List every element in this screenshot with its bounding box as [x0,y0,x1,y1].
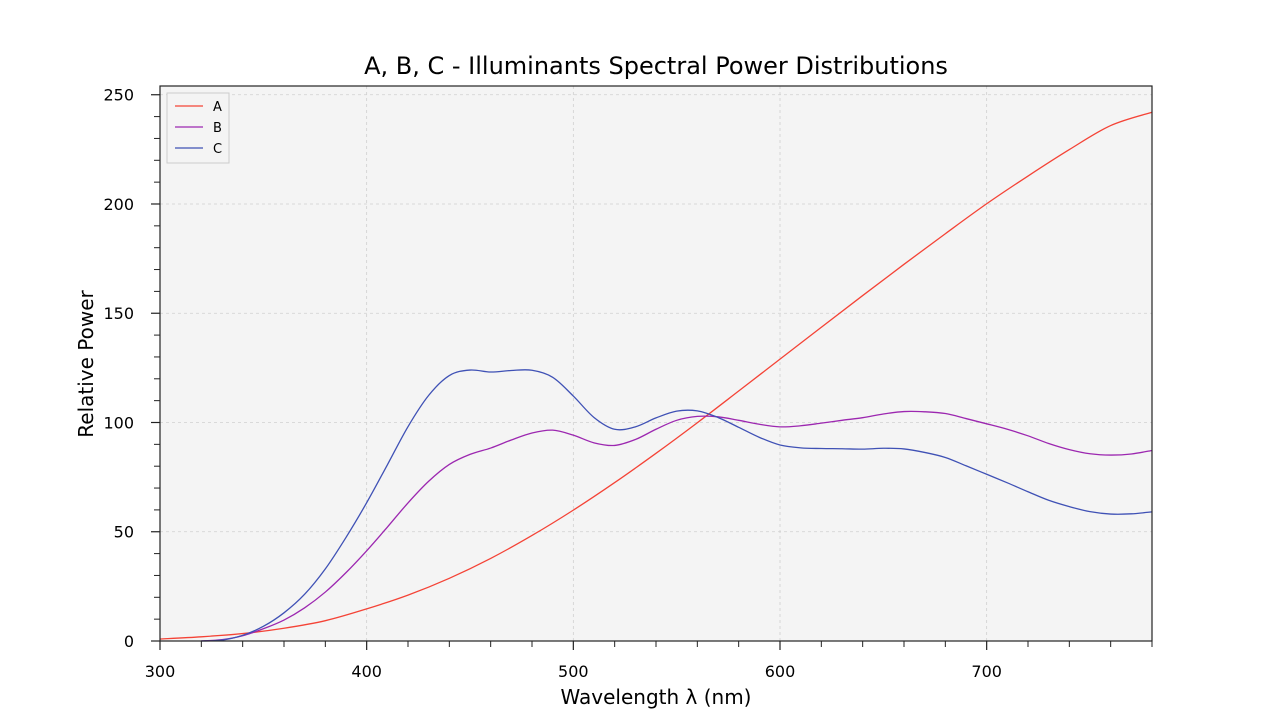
legend-label-b: B [213,121,222,136]
major-ticks: 300 400 500 600 700 0 50 100 150 200 250 [103,86,1001,681]
y-tick-label: 150 [103,304,134,323]
x-tick-label: 400 [351,662,382,681]
y-axis-label: Relative Power [74,289,98,437]
x-axis-label: Wavelength λ (nm) [561,685,752,709]
minor-ticks [154,116,1153,647]
chart-title: A, B, C - Illuminants Spectral Power Dis… [364,52,948,80]
series-lines [159,111,1153,642]
y-tick-label: 50 [114,523,134,542]
legend-label-c: C [213,142,222,157]
legend-box [166,92,230,164]
x-tick-label: 300 [145,662,176,681]
x-tick-label: 500 [558,662,589,681]
series-line-b [201,410,1153,642]
y-tick-label: 200 [103,195,134,214]
y-tick-label: 100 [103,413,134,432]
y-tick-label: 0 [124,632,134,651]
grid [160,86,1152,641]
y-tick-label: 250 [103,86,134,105]
x-tick-label: 700 [971,662,1002,681]
x-tick-label: 600 [765,662,796,681]
plot-frame [159,85,1153,642]
legend-label-a: A [213,100,222,115]
series-line-c [201,369,1153,642]
plot-area [160,86,1152,641]
series-line-a [159,111,1153,640]
legend: ABC [166,92,230,164]
